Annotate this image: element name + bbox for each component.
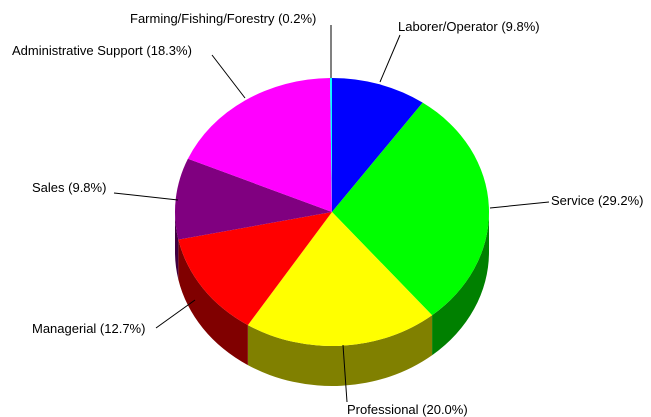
pie-slice-5 xyxy=(187,78,332,212)
slice-label-3: Managerial (12.7%) xyxy=(32,321,145,336)
slice-labels: Laborer/Operator (9.8%) Service (29.2%) Pr… xyxy=(12,11,643,417)
leader-line-4 xyxy=(113,192,179,201)
slice-label-4: Sales (9.8%) xyxy=(32,180,106,195)
pie-side-3 xyxy=(178,239,248,366)
pie-sides xyxy=(175,212,489,386)
leader-line-3 xyxy=(155,299,196,329)
pie-slice-4 xyxy=(175,158,332,240)
slice-label-5: Administrative Support (18.3%) xyxy=(12,43,192,58)
pie-side-1 xyxy=(432,212,489,356)
pie-side-2 xyxy=(247,315,433,386)
leader-line-2 xyxy=(342,344,348,403)
pie-slice-1 xyxy=(332,102,490,316)
leader-lines xyxy=(113,25,550,403)
leader-line-5 xyxy=(211,54,246,99)
pie-side-4 xyxy=(175,212,179,280)
slice-label-1: Service (29.2%) xyxy=(551,193,643,208)
pie-slice-2 xyxy=(247,212,433,346)
pie-faces xyxy=(175,78,490,346)
pie-slice-0 xyxy=(332,78,423,212)
leader-line-1 xyxy=(489,201,550,209)
leader-line-0 xyxy=(379,34,401,83)
pie-slice-3 xyxy=(178,212,332,326)
slice-label-0: Laborer/Operator (9.8%) xyxy=(398,19,540,34)
slice-label-2: Professional (20.0%) xyxy=(347,402,468,417)
slice-label-6: Farming/Fishing/Forestry (0.2%) xyxy=(130,11,316,26)
pie-slice-6 xyxy=(330,78,332,212)
